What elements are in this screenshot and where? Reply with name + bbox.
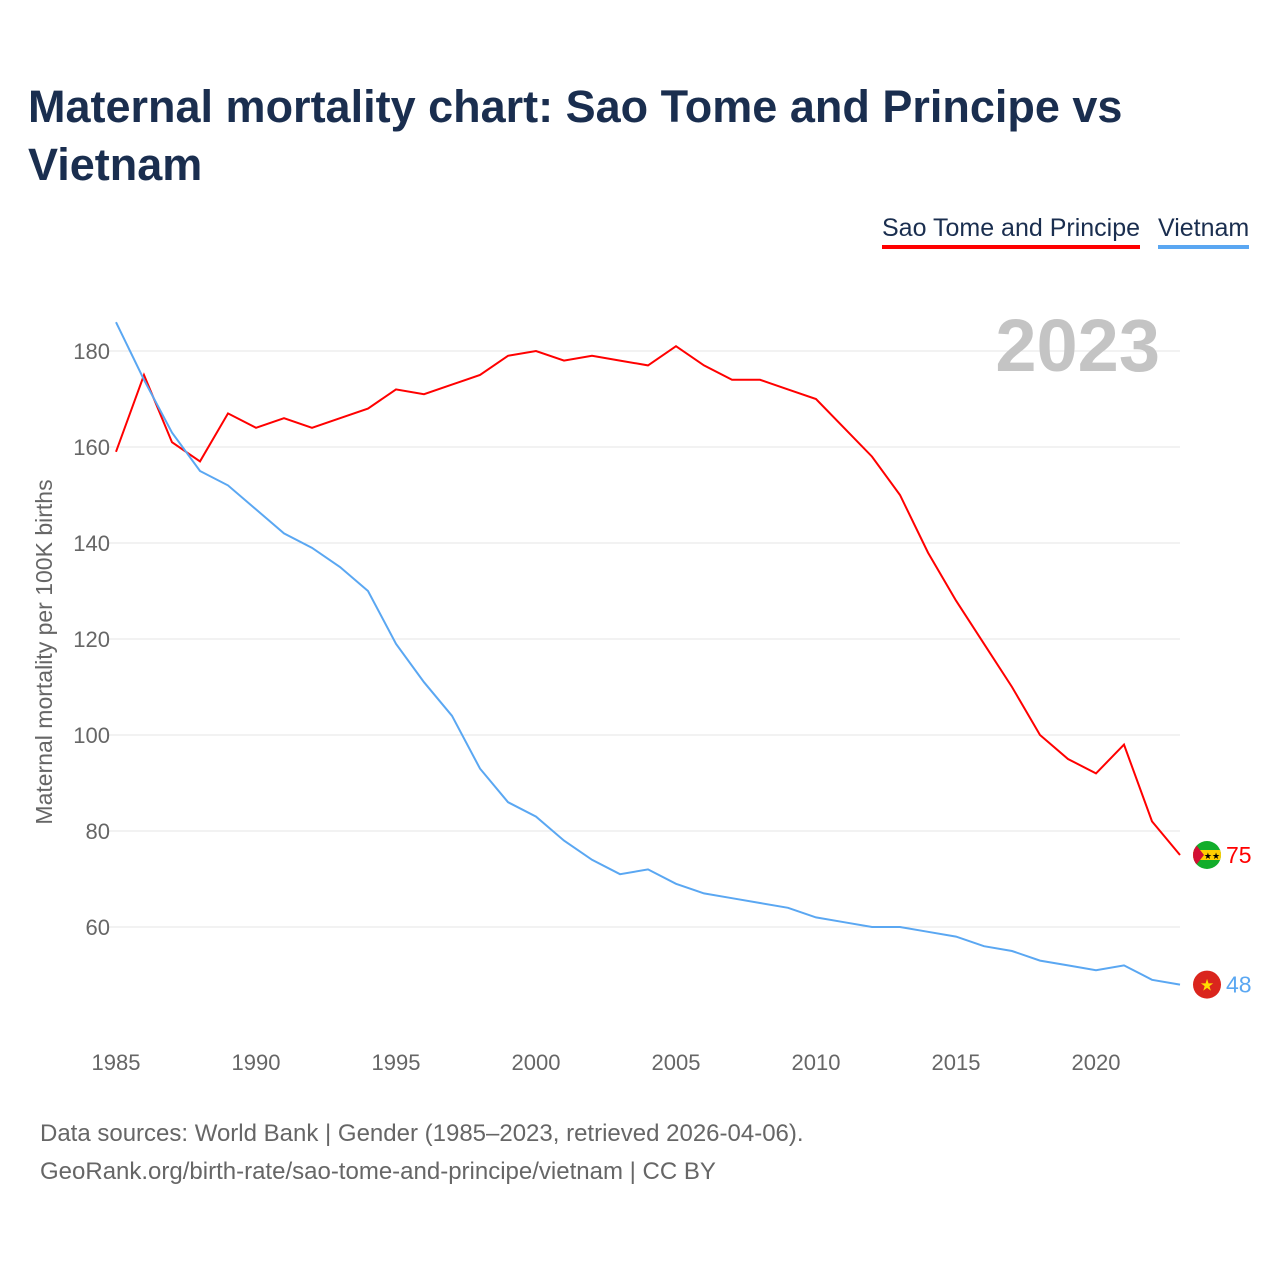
footer-sources: Data sources: World Bank | Gender (1985–…	[40, 1120, 804, 1147]
legend-sao-tome[interactable]: Sao Tome and Principe	[882, 214, 1141, 249]
y-tick-label: 60	[86, 915, 110, 940]
x-tick-label: 2010	[792, 1050, 841, 1075]
x-tick-label: 2020	[1072, 1050, 1121, 1075]
end-value-label: 48	[1226, 972, 1252, 998]
y-tick-label: 140	[73, 531, 110, 556]
chart-title: Maternal mortality chart: Sao Tome and P…	[28, 81, 1123, 190]
x-tick-label: 2005	[652, 1050, 701, 1075]
y-tick-label: 160	[73, 435, 110, 460]
svg-text:★★: ★★	[1204, 851, 1220, 861]
legend-vietnam[interactable]: Vietnam	[1158, 214, 1250, 249]
x-tick-label: 1985	[92, 1050, 141, 1075]
y-axis-label: Maternal mortality per 100K births	[31, 479, 57, 824]
y-tick-label: 100	[73, 723, 110, 748]
vietnam-flag-icon: ★	[1193, 970, 1221, 999]
svg-text:★: ★	[1200, 978, 1214, 995]
footer-link[interactable]: GeoRank.org/birth-rate/sao-tome-and-prin…	[40, 1158, 716, 1185]
y-tick-label: 80	[86, 819, 110, 844]
year-label: 2023	[995, 304, 1160, 387]
x-tick-label: 2000	[512, 1050, 561, 1075]
series-line-sao-tome	[115, 344, 1181, 856]
x-tick-label: 1990	[232, 1050, 281, 1075]
sao-tome-flag-icon: ★★	[1193, 841, 1221, 869]
x-tick-label: 1995	[372, 1050, 421, 1075]
y-tick-label: 180	[73, 339, 110, 364]
end-value-label: 75	[1226, 842, 1252, 868]
x-tick-label: 2015	[932, 1050, 981, 1075]
y-tick-label: 120	[73, 627, 110, 652]
